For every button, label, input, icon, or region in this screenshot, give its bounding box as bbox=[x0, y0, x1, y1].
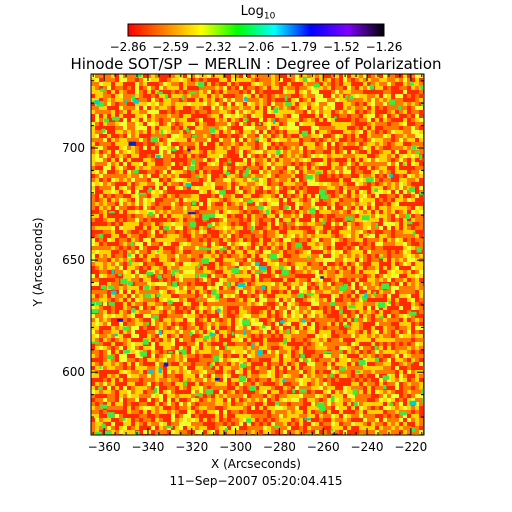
x-tick-label: −340 bbox=[131, 440, 164, 454]
x-tick-label: −220 bbox=[394, 440, 427, 454]
colorbar-tick-label: −1.52 bbox=[322, 40, 360, 54]
y-tick-label: 650 bbox=[62, 253, 85, 267]
colorbar-title-text: Log bbox=[240, 4, 264, 19]
x-tick-label: −240 bbox=[351, 440, 384, 454]
x-tick-label: −260 bbox=[307, 440, 340, 454]
colorbar-tick-label: −1.79 bbox=[280, 40, 318, 54]
map-texture bbox=[91, 74, 424, 435]
x-tick-label: −280 bbox=[263, 440, 296, 454]
colorbar bbox=[127, 23, 385, 37]
colorbar-tick-labels: −2.86 −2.59 −2.32 −2.06 −1.79 −1.52 −1.26 bbox=[100, 40, 420, 54]
colorbar-title-subscript: 10 bbox=[263, 11, 276, 22]
colorbar-title: Log10 bbox=[228, 4, 288, 22]
colorbar-tick-label: −1.26 bbox=[365, 40, 403, 54]
polarization-map bbox=[91, 74, 424, 435]
y-tick-label: 700 bbox=[62, 141, 85, 155]
x-tick-label: −300 bbox=[219, 440, 252, 454]
y-tick-label: 600 bbox=[62, 365, 85, 379]
colorbar-tick-label: −2.86 bbox=[109, 40, 147, 54]
colorbar-tick-label: −2.06 bbox=[237, 40, 275, 54]
y-axis-label: Y (Arcseconds) bbox=[31, 217, 45, 307]
x-tick-label: −360 bbox=[88, 440, 121, 454]
chart-title: Hinode SOT/SP − MERLIN : Degree of Polar… bbox=[70, 55, 442, 73]
observation-date: 11−Sep−2007 05:20:04.415 bbox=[169, 474, 343, 488]
map-texture bbox=[91, 74, 424, 435]
colorbar-tick-label: −2.32 bbox=[194, 40, 232, 54]
colorbar-tick-label: −2.59 bbox=[152, 40, 190, 54]
axes: −360 −340 −320 −300 −280 −260 −240 −220 600 650 70… bbox=[62, 74, 427, 454]
map-texture bbox=[91, 74, 424, 435]
x-axis-label: X (Arcseconds) bbox=[211, 457, 301, 471]
x-tick-label: −320 bbox=[175, 440, 208, 454]
